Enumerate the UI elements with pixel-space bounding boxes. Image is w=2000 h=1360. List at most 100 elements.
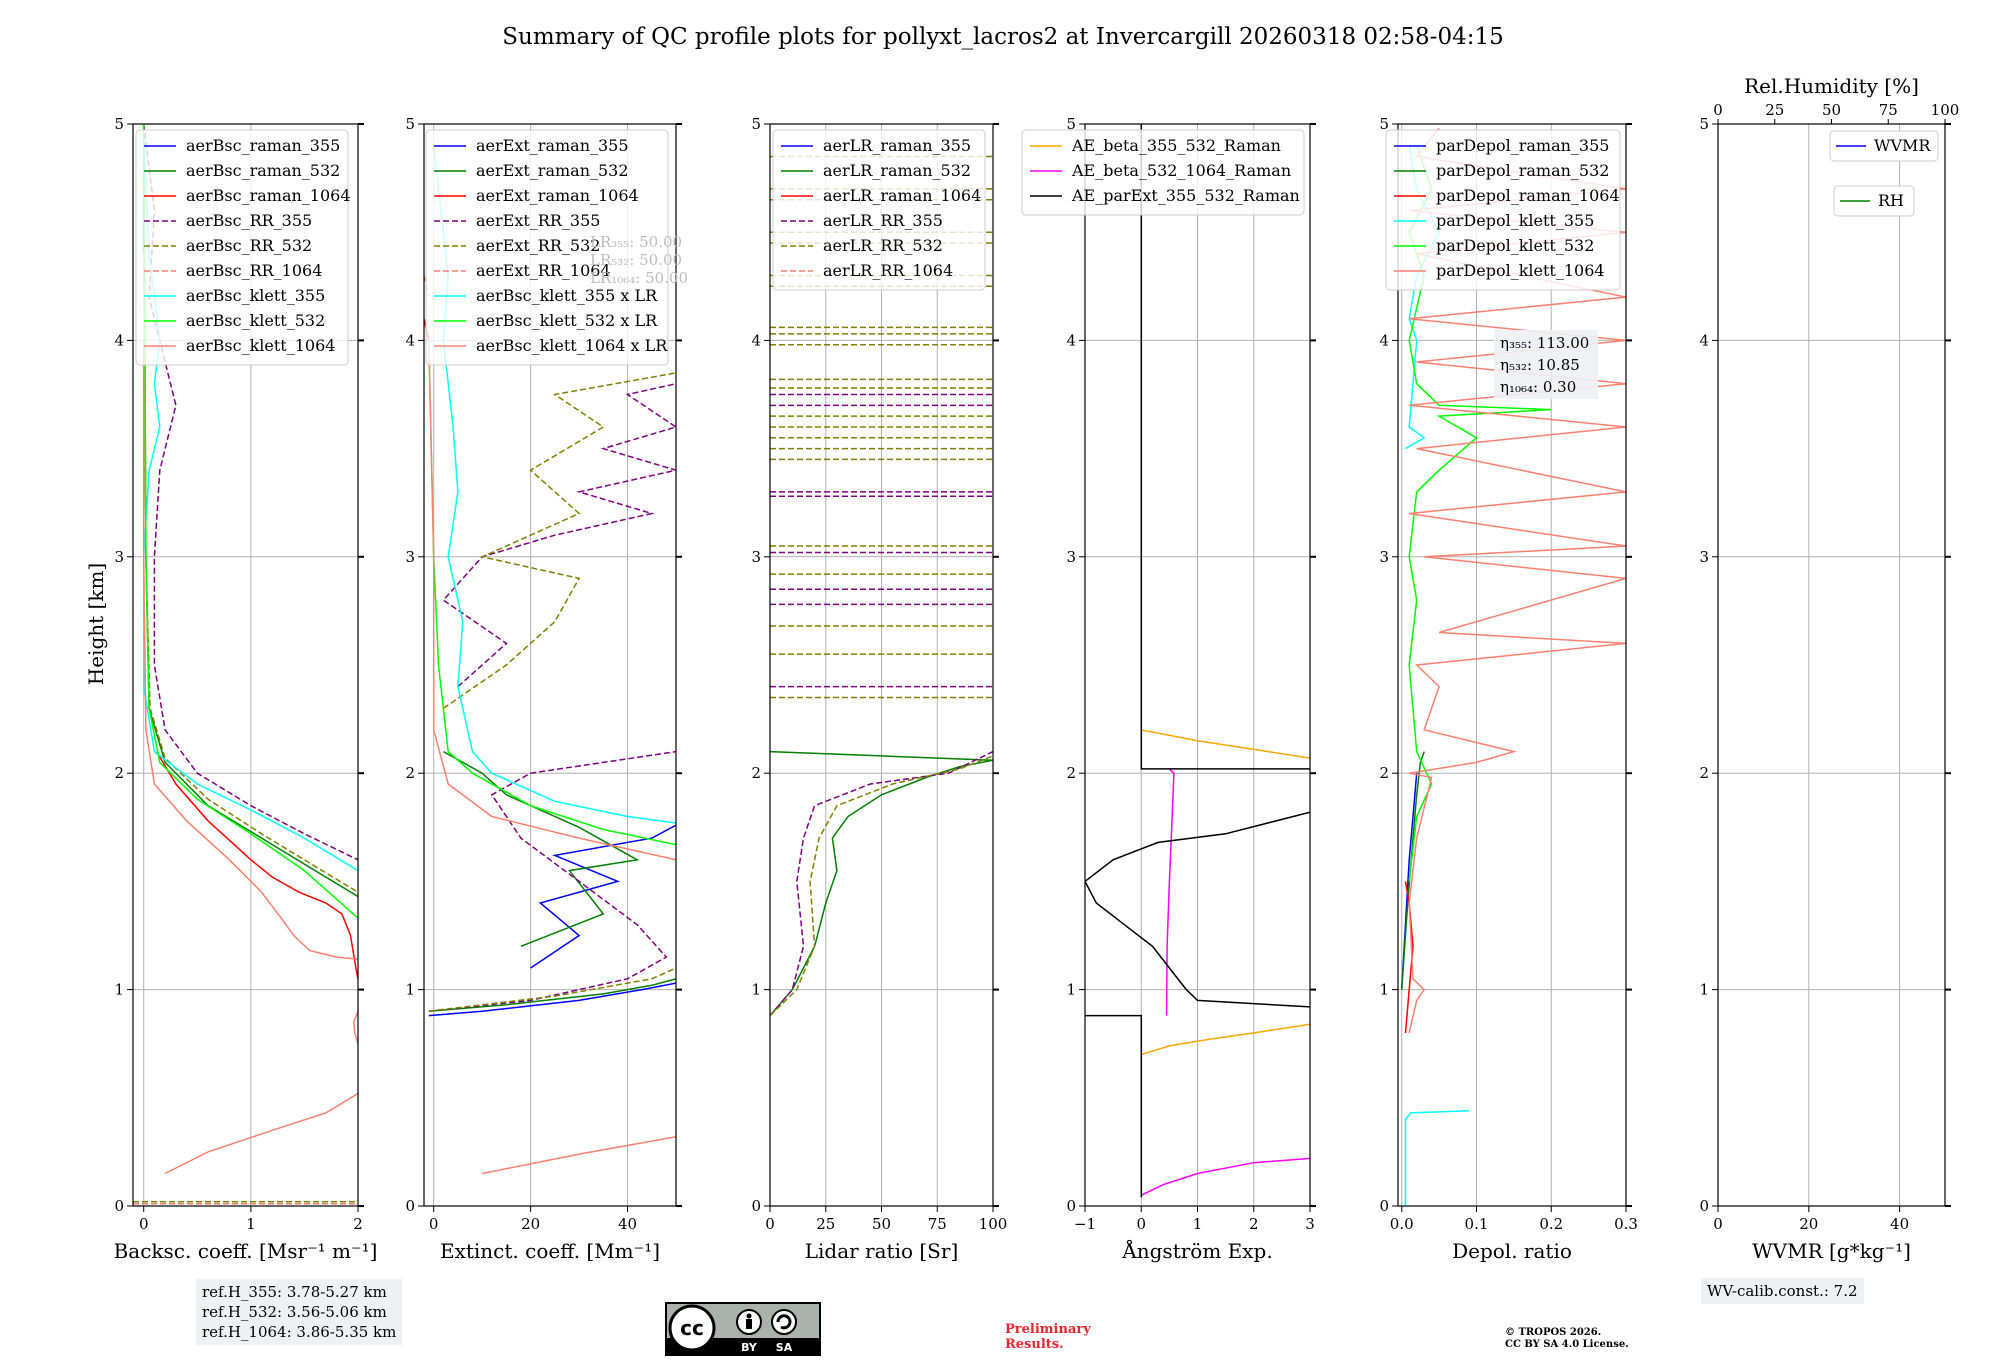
y-tick-label: 1 — [405, 981, 415, 999]
x-tick-label: 0 — [1136, 1215, 1146, 1233]
series-line-aerbsc-raman-1064 — [155, 751, 358, 979]
y-tick-label: 3 — [1066, 548, 1076, 566]
chart-panel-1: 0 1 2 0 1 2 3 4 5 Backsc. coeff. [Msr⁻¹ m⁻¹] aerBs… — [114, 115, 378, 1263]
legend-entry: aerExt_RR_532 — [476, 236, 600, 255]
y-tick-label: 0 — [751, 1197, 761, 1215]
x-tick-label: 40 — [1890, 1215, 1909, 1233]
legend-entry: aerBsc_raman_355 — [186, 136, 340, 155]
x2-axis-label: Rel.Humidity [%] — [1744, 74, 1919, 98]
legend-box — [1385, 129, 1621, 291]
legend-box — [1021, 129, 1305, 216]
chart-panel-6: 0 20 40 0 1 2 3 4 5 WVMR [g*kg⁻¹] 0 25 50 75 100 Rel.Hu… — [1699, 74, 1959, 1263]
eta-value: η₅₃₂: 10.85 — [1500, 356, 1580, 374]
legend-entry: aerExt_RR_355 — [476, 211, 600, 230]
legend-entry: RH — [1878, 191, 1904, 210]
x-tick-label: 100 — [979, 1215, 1008, 1233]
x-tick-label: 0.0 — [1390, 1215, 1414, 1233]
legend: aerLR_raman_355 aerLR_raman_532 aerLR_rama… — [772, 129, 986, 291]
wv-calibration-box: WV-calib.const.: 7.2 — [1701, 1278, 1864, 1304]
series-line-aerbsc-klett-532 — [142, 124, 358, 919]
legend: parDepol_raman_355 parDepol_raman_532 parD… — [1385, 129, 1621, 291]
y-tick-label: 4 — [1699, 331, 1709, 349]
y-tick-label: 3 — [1699, 548, 1709, 566]
legend: aerExt_raman_355 aerExt_raman_532 aerExt_r… — [425, 129, 669, 366]
legend-entry: AE_beta_355_532_Raman — [1071, 136, 1281, 155]
series-line-ae-beta-355-532-raman — [1141, 729, 1310, 1056]
x-axis-label: Backsc. coeff. [Msr⁻¹ m⁻¹] — [114, 1239, 378, 1263]
legend-entry: aerExt_raman_532 — [476, 161, 629, 180]
y-tick-label: 4 — [114, 331, 124, 349]
y-tick-label: 2 — [1379, 764, 1389, 782]
legend-entry: aerBsc_klett_355 x LR — [476, 286, 658, 305]
legend-entry: aerBsc_klett_1064 — [186, 336, 335, 355]
x-axis-label: Ångström Exp. — [1121, 1238, 1272, 1263]
series-line-aerbsc-klett-532-x-lr — [428, 340, 676, 846]
legend: WVMR — [1829, 130, 1939, 162]
ref-height-1064: ref.H_1064: 3.86-5.35 km — [202, 1323, 397, 1341]
legend-box — [135, 129, 349, 366]
x2-tick-label: 50 — [1822, 101, 1841, 119]
y-tick-label: 3 — [405, 548, 415, 566]
y-tick-label: 4 — [405, 331, 415, 349]
chart-panel-3: 0 25 50 75 100 0 1 2 3 4 5 Lidar ratio [Sr] aerLR_ra… — [751, 115, 1007, 1263]
y-tick-label: 3 — [114, 548, 124, 566]
legend: RH — [1833, 185, 1915, 217]
y-tick-label: 2 — [405, 764, 415, 782]
eta-value: η₁₀₆₄: 0.30 — [1500, 378, 1576, 396]
y-tick-label: 1 — [114, 981, 124, 999]
y-tick-label: 2 — [1066, 764, 1076, 782]
x2-tick-label: 100 — [1931, 101, 1960, 119]
legend-box — [1833, 185, 1915, 217]
preliminary-note: Preliminary Results. — [1005, 1322, 1091, 1352]
legend-entry: aerExt_raman_1064 — [476, 186, 639, 205]
x-axis-label: WVMR [g*kg⁻¹] — [1752, 1239, 1911, 1263]
legend-entry: aerLR_raman_1064 — [823, 186, 981, 205]
eta-annotation-box — [1494, 330, 1598, 399]
x2-tick-label: 25 — [1765, 101, 1784, 119]
y-tick-label: 4 — [1066, 331, 1076, 349]
y-tick-label: 4 — [1379, 331, 1389, 349]
y-tick-label: 2 — [751, 764, 761, 782]
x-tick-label: 20 — [1799, 1215, 1818, 1233]
y-tick-label: 1 — [751, 981, 761, 999]
legend-entry: parDepol_raman_1064 — [1436, 186, 1620, 205]
preliminary-line-1: Preliminary — [1005, 1322, 1091, 1337]
legend-entry: aerBsc_klett_1064 x LR — [476, 336, 668, 355]
legend-entry: aerExt_RR_1064 — [476, 261, 611, 280]
x-tick-label: 25 — [816, 1215, 835, 1233]
y-tick-label: 5 — [1066, 115, 1076, 133]
legend-entry: aerBsc_klett_355 — [186, 286, 325, 305]
series-line-aerlr-rr-532 — [770, 755, 993, 1017]
legend-entry: aerBsc_klett_532 x LR — [476, 311, 658, 330]
x-tick-label: 2 — [1249, 1215, 1259, 1233]
legend-entry: aerLR_RR_532 — [823, 236, 943, 255]
x-tick-label: 75 — [928, 1215, 947, 1233]
reference-heights-box: ref.H_355: 3.78-5.27 km ref.H_532: 3.56-… — [196, 1279, 403, 1345]
x-tick-label: 0 — [139, 1215, 149, 1233]
cc-text: cc — [680, 1316, 704, 1340]
copyright-note: © TROPOS 2026. CC BY SA 4.0 License. — [1505, 1327, 1629, 1351]
y-tick-label: 5 — [1379, 115, 1389, 133]
x-axis-label: Depol. ratio — [1452, 1239, 1572, 1263]
y-tick-label: 1 — [1699, 981, 1709, 999]
y-tick-label: 0 — [1066, 1197, 1076, 1215]
x-tick-label: 20 — [521, 1215, 540, 1233]
profile-segment — [482, 1136, 676, 1175]
profile-segment — [352, 1010, 358, 1044]
x-tick-label: 0 — [429, 1215, 439, 1233]
y-tick-label: 1 — [1066, 981, 1076, 999]
x-tick-label: 0 — [765, 1215, 775, 1233]
copyright-line-2: CC BY SA 4.0 License. — [1505, 1339, 1629, 1350]
legend-entry: aerBsc_klett_532 — [186, 311, 325, 330]
x-tick-label: 3 — [1305, 1215, 1315, 1233]
x-tick-label: 0.3 — [1614, 1215, 1638, 1233]
lidar-ratio-annotation: LR₃₅₅: 50.00 — [590, 233, 682, 251]
series-line-pardepol-klett-355 — [1404, 145, 1470, 1206]
chart-panel-2: 0 20 40 0 1 2 3 4 5 Extinct. coeff. [Mm⁻¹] aerExt_… — [405, 115, 688, 1263]
x-tick-label: 40 — [618, 1215, 637, 1233]
legend-entry: aerBsc_RR_532 — [186, 236, 312, 255]
x-tick-label: 2 — [353, 1215, 363, 1233]
